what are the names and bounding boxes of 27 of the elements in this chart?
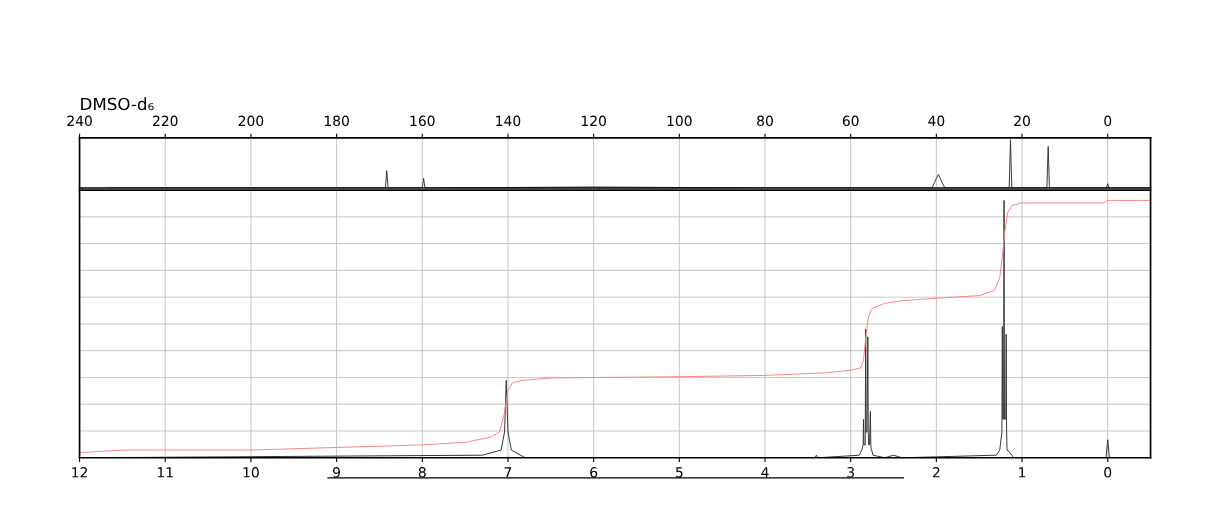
x-tick-label: 140 [496, 115, 521, 127]
x-tick-label: 8 [418, 467, 426, 478]
x-tick-label: 12 [72, 467, 88, 478]
x-tick-label: 0 [1104, 467, 1112, 478]
x-tick-label: 160 [410, 115, 435, 127]
x-tick-label: 2 [932, 467, 940, 478]
x-tick-label: 220 [153, 115, 178, 127]
x-tick-label: 11 [157, 467, 173, 478]
x-tick-label: 1 [1019, 467, 1026, 478]
x-tick-label: 200 [238, 115, 264, 127]
x-tick-label: 6 [590, 467, 598, 478]
x-tick-label: 5 [675, 467, 683, 478]
x-tick-label: 0 [1104, 115, 1112, 127]
chart-title: DMSO-d₆ [81, 97, 154, 111]
x-tick-label: 10 [243, 467, 259, 478]
x-tick-label: 120 [581, 115, 606, 127]
x-tick-label: 9 [333, 467, 341, 478]
x-tick-label: 40 [928, 115, 945, 127]
x-tick-label: 7 [504, 467, 512, 478]
x-tick-label: 3 [847, 467, 854, 478]
x-tick-label: 180 [324, 115, 349, 127]
x-tick-label: 80 [757, 115, 773, 127]
x-tick-label: 4 [761, 467, 769, 478]
x-tick-label: 20 [1014, 115, 1030, 127]
x-tick-label: 240 [67, 115, 92, 127]
x-tick-label: 100 [667, 115, 692, 127]
x-tick-label: 60 [842, 115, 859, 127]
